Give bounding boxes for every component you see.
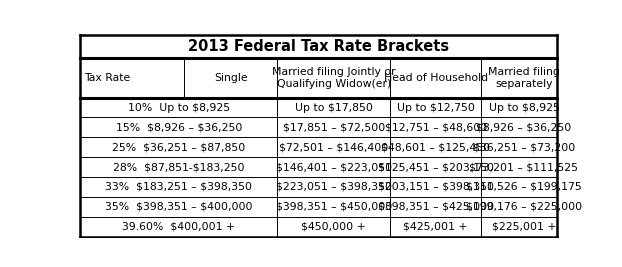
Text: Head of Household: Head of Household — [384, 73, 488, 83]
Text: \$425,001 +: \$425,001 + — [404, 222, 468, 232]
Text: \$199,176 – \$225,000: \$199,176 – \$225,000 — [466, 202, 582, 212]
Text: \$17,851 – \$72,500: \$17,851 – \$72,500 — [282, 122, 385, 132]
Text: 10%  Up to \$8,925: 10% Up to \$8,925 — [128, 103, 230, 112]
Text: \$398,351 – \$425,000: \$398,351 – \$425,000 — [378, 202, 494, 212]
Text: 2013 Federal Tax Rate Brackets: 2013 Federal Tax Rate Brackets — [188, 39, 449, 54]
Text: \$8,926 – \$36,250: \$8,926 – \$36,250 — [476, 122, 572, 132]
Text: \$111,526 – \$199,175: \$111,526 – \$199,175 — [466, 182, 582, 192]
Text: 35%  \$398,351 – \$400,000: 35% \$398,351 – \$400,000 — [105, 202, 253, 212]
Text: \$223,051 – \$398,350: \$223,051 – \$398,350 — [276, 182, 392, 192]
Text: \$125,451 – \$203,150: \$125,451 – \$203,150 — [378, 162, 494, 172]
Text: \$203,151 – \$398,350: \$203,151 – \$398,350 — [378, 182, 494, 192]
Text: \$146,401 – \$223,050: \$146,401 – \$223,050 — [276, 162, 392, 172]
Text: \$398,351 – \$450,000: \$398,351 – \$450,000 — [276, 202, 392, 212]
Text: Single: Single — [214, 73, 248, 83]
Text: Up to \$8,925: Up to \$8,925 — [488, 103, 559, 112]
Text: \$36,251 – \$73,200: \$36,251 – \$73,200 — [473, 142, 575, 152]
Bar — [80, 58, 557, 97]
Text: Tax Rate: Tax Rate — [84, 73, 130, 83]
Text: Married filing
separately: Married filing separately — [488, 67, 560, 89]
Text: \$73,201 – \$111,525: \$73,201 – \$111,525 — [470, 162, 578, 172]
Text: 33%  \$183,251 – \$398,350: 33% \$183,251 – \$398,350 — [105, 182, 252, 192]
Text: 25%  \$36,251 – \$87,850: 25% \$36,251 – \$87,850 — [112, 142, 245, 152]
Text: \$450,000 +: \$450,000 + — [302, 222, 366, 232]
Text: \$48,601 – \$125,450: \$48,601 – \$125,450 — [381, 142, 490, 152]
Bar — [80, 35, 557, 58]
Text: Up to \$12,750: Up to \$12,750 — [397, 103, 475, 112]
Text: 28%  \$87,851-\$183,250: 28% \$87,851-\$183,250 — [113, 162, 244, 172]
Text: \$225,001 +: \$225,001 + — [492, 222, 556, 232]
Text: 39.60%  \$400,001 +: 39.60% \$400,001 + — [122, 222, 235, 232]
Text: Up to \$17,850: Up to \$17,850 — [295, 103, 373, 112]
Text: \$72,501 – \$146,400: \$72,501 – \$146,400 — [279, 142, 388, 152]
Text: 15%  \$8,926 – \$36,250: 15% \$8,926 – \$36,250 — [116, 122, 242, 132]
Text: Married filing Jointly or
Qualifying Widow(er): Married filing Jointly or Qualifying Wid… — [272, 67, 396, 89]
Text: \$12,751 – \$48,600: \$12,751 – \$48,600 — [384, 122, 487, 132]
